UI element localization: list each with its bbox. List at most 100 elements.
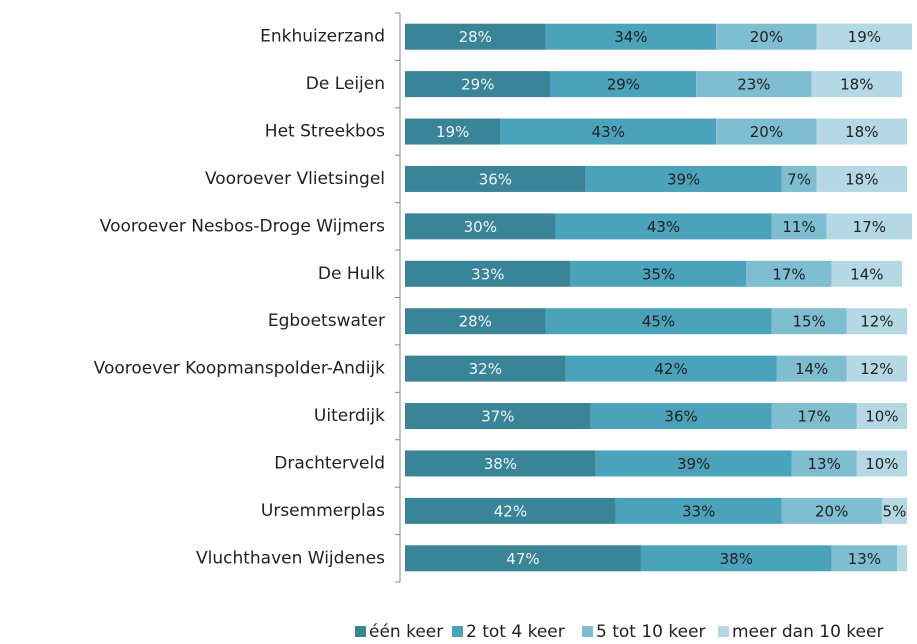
bar-segment xyxy=(846,308,907,335)
bar-segment xyxy=(405,403,591,430)
bar-segment xyxy=(405,497,616,524)
value-label: 43% xyxy=(592,123,625,141)
value-label: 5% xyxy=(883,502,907,520)
legend-swatch xyxy=(355,626,366,637)
bar-segment xyxy=(771,308,847,335)
value-label: 33% xyxy=(682,502,715,520)
bar-segment xyxy=(856,403,907,430)
bar-segment xyxy=(405,71,551,98)
value-label: 38% xyxy=(720,550,753,568)
value-label: 32% xyxy=(469,360,502,378)
category-label: Vooroever Vlietsingel xyxy=(205,169,385,189)
bar-segment xyxy=(856,450,907,477)
category-label: Vooroever Koopmanspolder-Andijk xyxy=(94,359,385,379)
bar-segment xyxy=(776,355,847,382)
value-label: 18% xyxy=(845,123,878,141)
legend-swatch xyxy=(452,626,463,637)
legend-label: één keer xyxy=(369,622,443,642)
value-label: 18% xyxy=(845,170,878,188)
bar-segment xyxy=(881,497,907,524)
value-label: 12% xyxy=(860,360,893,378)
value-label: 35% xyxy=(642,265,675,283)
value-label: 43% xyxy=(647,218,680,236)
bar-segment xyxy=(716,118,817,145)
bar-segment xyxy=(405,308,546,335)
bar-segment xyxy=(781,165,817,192)
category-label: Drachterveld xyxy=(274,453,385,473)
bar-segment xyxy=(615,497,782,524)
value-label: 20% xyxy=(750,28,783,46)
bar-segment xyxy=(565,355,777,382)
category-label: Enkhuizerzand xyxy=(260,27,385,47)
value-label: 30% xyxy=(464,218,497,236)
legend-swatch xyxy=(582,626,593,637)
bar-segment xyxy=(816,118,907,145)
value-label: 42% xyxy=(494,502,527,520)
value-label: 38% xyxy=(484,455,517,473)
value-label: 23% xyxy=(737,76,770,94)
value-label: 36% xyxy=(479,170,512,188)
value-label: 39% xyxy=(677,455,710,473)
bar-segment xyxy=(816,165,907,192)
value-label: 7% xyxy=(787,170,811,188)
bar-segment xyxy=(590,403,772,430)
category-label: Vluchthaven Wijdenes xyxy=(196,548,385,568)
bar-segment xyxy=(640,545,832,572)
bar-segment xyxy=(405,355,566,382)
value-label: 19% xyxy=(436,123,469,141)
value-label: 18% xyxy=(840,76,873,94)
category-label: De Leijen xyxy=(306,74,385,94)
value-label: 39% xyxy=(667,170,700,188)
bar-segment xyxy=(746,260,832,287)
bar-segment xyxy=(405,23,546,50)
bar-segment xyxy=(716,23,817,50)
bar-segment xyxy=(500,118,717,145)
legend-label: 5 tot 10 keer xyxy=(596,622,706,642)
category-label: Vooroever Nesbos-Droge Wijmers xyxy=(100,216,385,236)
bar-segment xyxy=(570,260,747,287)
legend-label: meer dan 10 keer xyxy=(732,622,883,642)
bar-segment xyxy=(405,260,571,287)
bar-segment xyxy=(405,450,596,477)
legend-swatch xyxy=(718,626,729,637)
bar-segment xyxy=(545,308,772,335)
bar-segment xyxy=(896,545,907,572)
value-label: 28% xyxy=(459,28,492,46)
value-label: 14% xyxy=(850,265,883,283)
value-label: 20% xyxy=(815,502,848,520)
value-label: 11% xyxy=(782,218,815,236)
value-label: 12% xyxy=(860,313,893,331)
value-label: 47% xyxy=(506,550,539,568)
category-label: De Hulk xyxy=(318,264,385,284)
value-label: 20% xyxy=(750,123,783,141)
value-label: 17% xyxy=(772,265,805,283)
bar-segment xyxy=(811,71,902,98)
value-label: 19% xyxy=(848,28,881,46)
bar-segment xyxy=(771,403,857,430)
bar-segment xyxy=(846,355,907,382)
value-label: 10% xyxy=(865,408,898,426)
bar-segment xyxy=(595,450,792,477)
bar-segment xyxy=(550,71,697,98)
value-label: 17% xyxy=(797,408,830,426)
bar-segment xyxy=(791,450,857,477)
value-label: 17% xyxy=(853,218,886,236)
bar-segment xyxy=(816,23,913,50)
bar-segment xyxy=(831,260,902,287)
value-label: 10% xyxy=(865,455,898,473)
value-label: 33% xyxy=(471,265,504,283)
bar-segment xyxy=(585,165,782,192)
bar-segment xyxy=(781,497,882,524)
category-label: Uiterdijk xyxy=(314,406,385,426)
bar-segment xyxy=(826,213,913,240)
value-label: 29% xyxy=(607,76,640,94)
value-label: 13% xyxy=(848,550,881,568)
category-label: Egboetswater xyxy=(268,311,385,331)
value-label: 42% xyxy=(654,360,687,378)
bar-segment xyxy=(405,165,586,192)
bar-segment xyxy=(545,23,717,50)
category-label: Ursemmerplas xyxy=(261,501,385,521)
value-label: 37% xyxy=(481,408,514,426)
category-label: Het Streekbos xyxy=(265,122,385,142)
